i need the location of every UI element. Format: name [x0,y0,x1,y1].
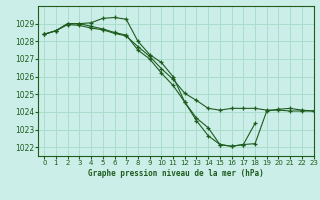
X-axis label: Graphe pression niveau de la mer (hPa): Graphe pression niveau de la mer (hPa) [88,169,264,178]
